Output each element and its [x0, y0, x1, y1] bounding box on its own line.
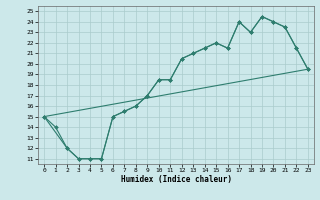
- X-axis label: Humidex (Indice chaleur): Humidex (Indice chaleur): [121, 175, 231, 184]
